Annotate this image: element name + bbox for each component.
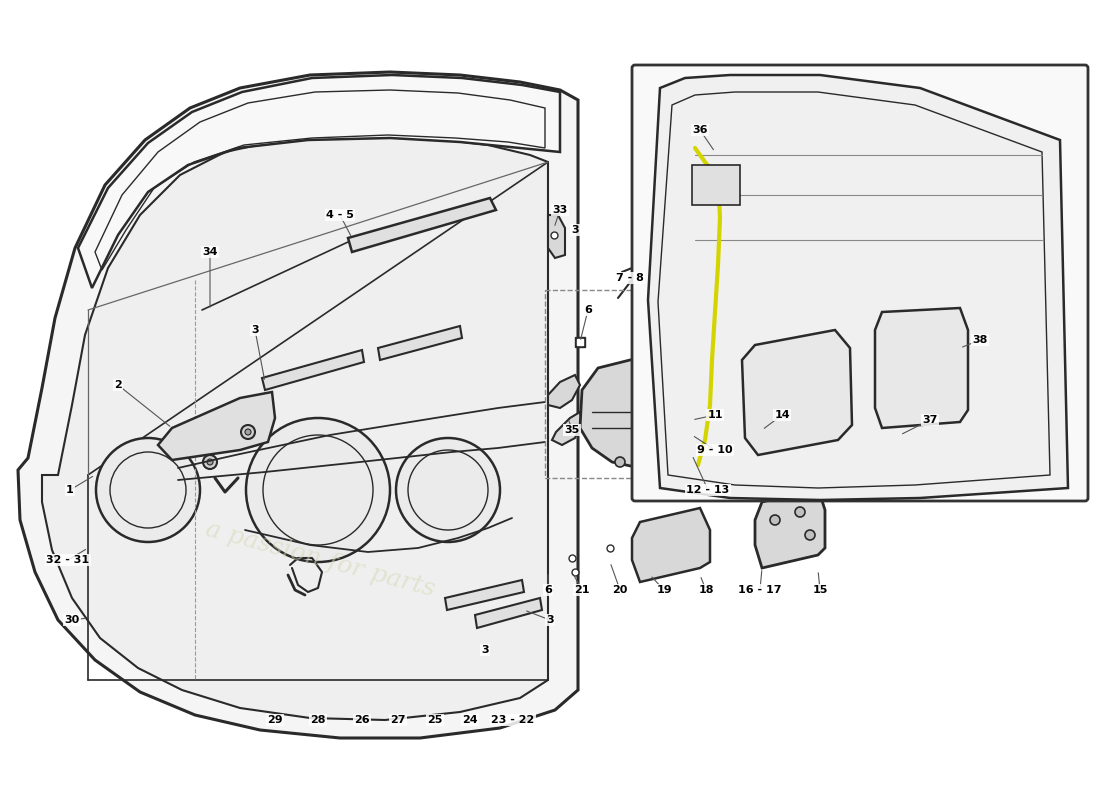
Polygon shape (18, 72, 578, 738)
Circle shape (245, 429, 251, 435)
Text: 21: 21 (574, 585, 590, 595)
Circle shape (640, 463, 650, 473)
Polygon shape (742, 330, 852, 455)
Text: 18: 18 (698, 585, 714, 595)
Text: 23 - 22: 23 - 22 (492, 715, 535, 725)
Text: 38: 38 (972, 335, 988, 345)
Text: 7 - 8: 7 - 8 (616, 273, 644, 283)
Circle shape (615, 457, 625, 467)
Text: 15: 15 (812, 585, 827, 595)
Text: 11: 11 (707, 410, 723, 420)
Text: 28: 28 (310, 715, 326, 725)
Polygon shape (755, 488, 825, 568)
Text: 19: 19 (657, 585, 672, 595)
Text: 25: 25 (427, 715, 442, 725)
Polygon shape (262, 350, 364, 390)
Text: 9 - 10: 9 - 10 (697, 445, 733, 455)
FancyBboxPatch shape (692, 165, 740, 205)
Polygon shape (548, 215, 565, 258)
Text: 12 - 13: 12 - 13 (686, 485, 729, 495)
Polygon shape (648, 75, 1068, 500)
Text: a passion for parts: a passion for parts (202, 518, 438, 602)
Circle shape (241, 425, 255, 439)
Polygon shape (552, 412, 582, 445)
Polygon shape (548, 375, 580, 408)
Text: 30: 30 (65, 615, 79, 625)
Polygon shape (42, 135, 548, 720)
Circle shape (246, 418, 390, 562)
Circle shape (96, 438, 200, 542)
Polygon shape (632, 508, 710, 582)
Polygon shape (475, 598, 542, 628)
Polygon shape (874, 308, 968, 428)
Text: 16 - 17: 16 - 17 (738, 585, 782, 595)
Text: 33: 33 (552, 205, 568, 215)
Text: 6: 6 (584, 305, 592, 315)
Text: 37: 37 (922, 415, 937, 425)
Text: 1: 1 (66, 485, 74, 495)
Text: 3: 3 (571, 225, 579, 235)
Polygon shape (158, 392, 275, 460)
Text: 3: 3 (251, 325, 258, 335)
Text: 27: 27 (390, 715, 406, 725)
Text: 29: 29 (267, 715, 283, 725)
Text: 2: 2 (114, 380, 122, 390)
Circle shape (204, 455, 217, 469)
Circle shape (770, 515, 780, 525)
Polygon shape (580, 355, 692, 468)
Text: 3: 3 (481, 645, 488, 655)
Circle shape (396, 438, 500, 542)
Circle shape (795, 507, 805, 517)
FancyBboxPatch shape (632, 65, 1088, 501)
Polygon shape (378, 326, 462, 360)
Polygon shape (446, 580, 524, 610)
Text: 32 - 31: 32 - 31 (46, 555, 89, 565)
Text: 14: 14 (774, 410, 790, 420)
Polygon shape (78, 75, 560, 288)
Text: 26: 26 (354, 715, 370, 725)
Text: 36: 36 (692, 125, 707, 135)
Text: 24: 24 (462, 715, 477, 725)
Text: 34: 34 (202, 247, 218, 257)
Polygon shape (348, 198, 496, 252)
Text: 35: 35 (564, 425, 580, 435)
Text: 6: 6 (544, 585, 552, 595)
Text: 3: 3 (547, 615, 553, 625)
Circle shape (207, 459, 213, 465)
Text: 4 - 5: 4 - 5 (326, 210, 354, 220)
Circle shape (805, 530, 815, 540)
Text: 20: 20 (613, 585, 628, 595)
